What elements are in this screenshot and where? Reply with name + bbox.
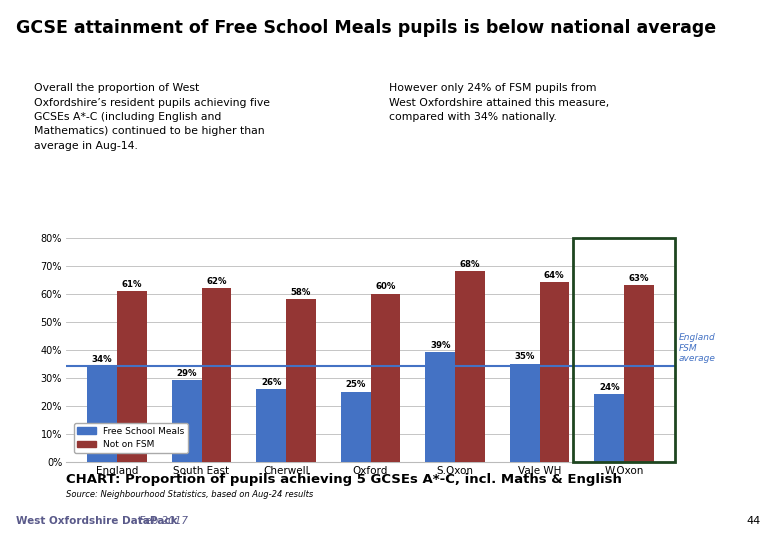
Bar <box>540 282 569 462</box>
Text: West Oxfordshire DataPack: West Oxfordshire DataPack <box>16 516 177 526</box>
Text: 26%: 26% <box>261 377 282 387</box>
Bar <box>573 238 675 462</box>
Text: Source: Neighbourhood Statistics, based on Aug-24 results: Source: Neighbourhood Statistics, based … <box>66 490 314 500</box>
Text: GCSE attainment of Free School Meals pupils is below national average: GCSE attainment of Free School Meals pup… <box>16 19 716 37</box>
Bar <box>455 271 484 462</box>
Bar <box>341 392 370 462</box>
Text: 34%: 34% <box>92 355 112 364</box>
Text: 35%: 35% <box>515 353 535 361</box>
Bar <box>594 394 624 462</box>
Text: 60%: 60% <box>375 282 395 292</box>
Text: 29%: 29% <box>176 369 197 378</box>
Bar <box>87 367 117 462</box>
Legend: Free School Meals, Not on FSM: Free School Meals, Not on FSM <box>74 423 188 453</box>
Bar <box>510 363 540 462</box>
Text: 61%: 61% <box>122 280 142 288</box>
Bar <box>370 294 400 462</box>
Text: However only 24% of FSM pupils from
West Oxfordshire attained this measure,
comp: However only 24% of FSM pupils from West… <box>389 83 609 122</box>
Text: 58%: 58% <box>291 288 311 297</box>
Text: 68%: 68% <box>459 260 480 269</box>
Bar <box>624 285 654 462</box>
Text: Feb 2017: Feb 2017 <box>136 516 189 526</box>
Text: 63%: 63% <box>629 274 649 283</box>
Text: England
FSM
average: England FSM average <box>679 333 715 363</box>
Bar <box>201 288 231 462</box>
Bar <box>286 299 316 462</box>
Text: 25%: 25% <box>346 380 366 389</box>
Text: CHART: Proportion of pupils achieving 5 GCSEs A*-C, incl. Maths & English: CHART: Proportion of pupils achieving 5 … <box>66 472 622 485</box>
Text: 39%: 39% <box>430 341 451 350</box>
Text: Overall the proportion of West
Oxfordshire’s resident pupils achieving five
GCSE: Overall the proportion of West Oxfordshi… <box>34 83 271 151</box>
Bar <box>425 353 455 462</box>
Bar <box>172 381 201 462</box>
Text: 44: 44 <box>746 516 760 526</box>
Text: 24%: 24% <box>599 383 619 392</box>
Bar <box>117 291 147 462</box>
Text: 62%: 62% <box>206 277 226 286</box>
Bar <box>257 389 286 462</box>
Text: 64%: 64% <box>544 271 565 280</box>
